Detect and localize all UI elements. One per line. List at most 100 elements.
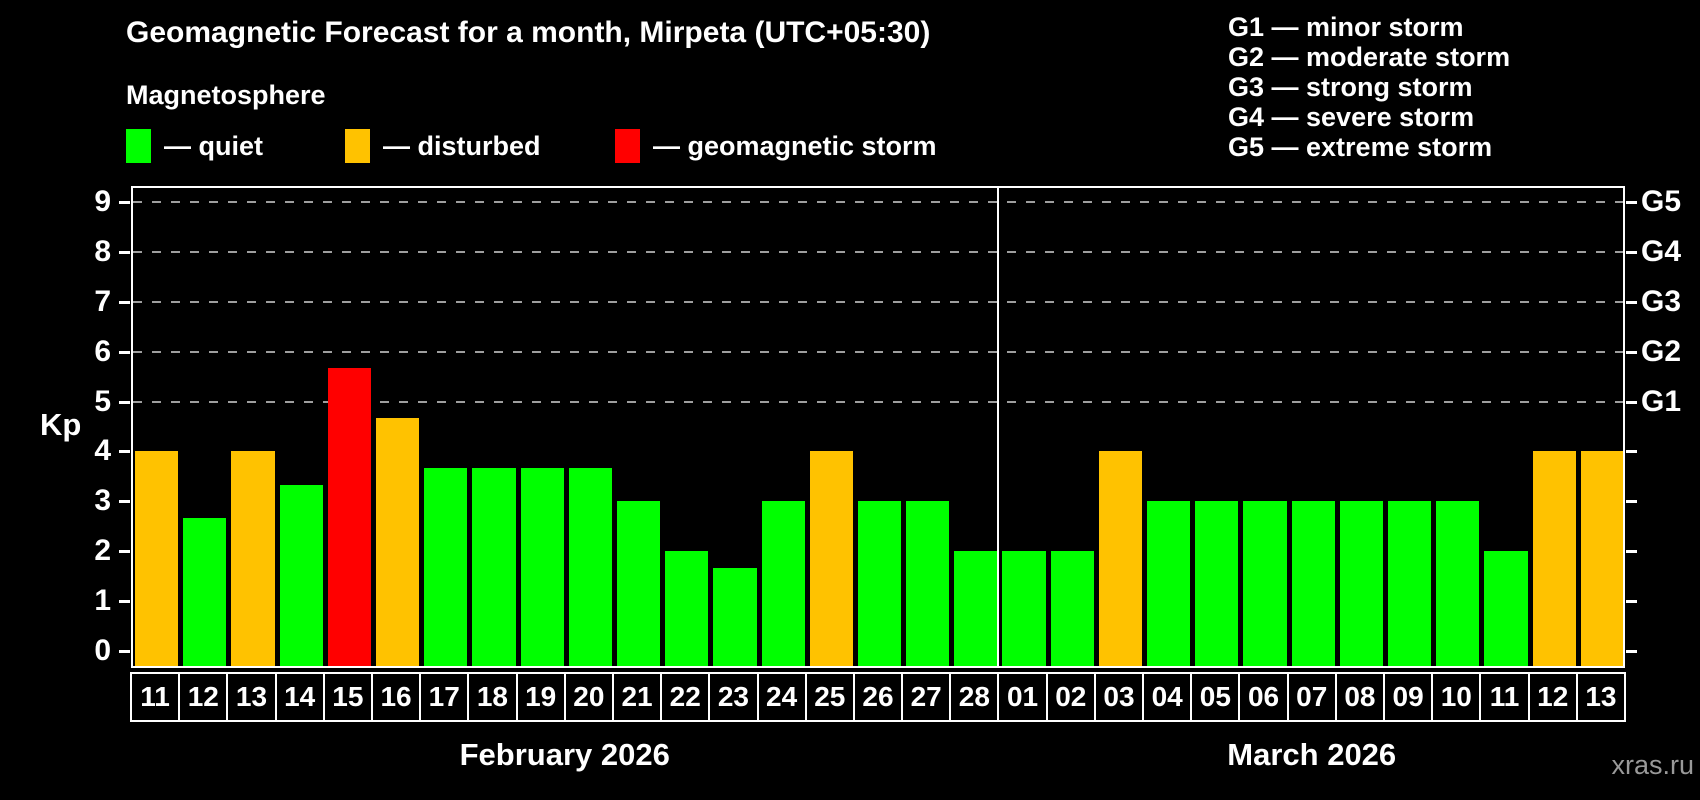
axis-tick-right [1626, 650, 1637, 653]
g-legend-item: G2 — moderate storm [1228, 42, 1511, 72]
day-label: 13 [226, 672, 277, 722]
month-label-march: March 2026 [1227, 737, 1397, 772]
kp-bar [1050, 551, 1094, 666]
day-label: 12 [178, 672, 229, 722]
g-level-label: G1 [1641, 384, 1682, 418]
g-legend-item: G4 — severe storm [1228, 102, 1475, 132]
axis-tick-left [119, 250, 130, 254]
axis-tick-left [119, 201, 130, 204]
kp-bar [1580, 451, 1623, 666]
day-label: 19 [515, 672, 566, 722]
day-label: 05 [1190, 672, 1241, 722]
day-label: 18 [467, 672, 518, 722]
axis-tick-left [119, 500, 130, 504]
kp-bar [857, 501, 902, 666]
kp-bar [472, 467, 516, 666]
kp-bar [954, 551, 998, 666]
axis-tick-left [119, 450, 130, 454]
day-label: 14 [274, 672, 325, 722]
magnetosphere-label: Magnetosphere [126, 80, 326, 110]
kp-bar [1098, 451, 1143, 666]
day-label: 28 [949, 672, 1000, 722]
kp-bar [375, 418, 420, 666]
kp-bar [1291, 501, 1335, 666]
legend-item-label: — geomagnetic storm [653, 130, 937, 161]
legend-swatch-disturbed [345, 129, 370, 163]
day-label: 06 [1238, 672, 1289, 722]
kp-bar [231, 451, 275, 666]
day-label: 16 [370, 672, 422, 722]
y-tick-label: 0 [94, 634, 111, 667]
day-label: 20 [563, 672, 614, 722]
day-label: 13 [1575, 672, 1626, 722]
day-label: 24 [756, 672, 807, 722]
g-scale-legend: G1 — minor storm G2 — moderate storm G3 — … [1228, 12, 1510, 162]
kp-bar [424, 467, 468, 666]
grid-line [133, 201, 1623, 203]
legend-item-label: — quiet [164, 130, 263, 161]
kp-bar [1484, 551, 1528, 666]
axis-tick-right [1626, 300, 1637, 304]
g-level-label: G3 [1641, 284, 1682, 318]
day-label: 01 [997, 672, 1048, 722]
axis-tick-left [119, 350, 130, 354]
day-label: 02 [1045, 672, 1096, 722]
day-label: 07 [1286, 672, 1337, 722]
legend-item: — disturbed [345, 128, 541, 164]
axis-tick-right [1626, 450, 1637, 454]
kp-bar [761, 501, 805, 666]
watermark: xras.ru [1611, 750, 1694, 780]
legend-item-label: — disturbed [383, 130, 541, 161]
axis-tick-left [119, 600, 130, 604]
axis-tick-right [1626, 500, 1637, 504]
kp-bar [568, 467, 612, 666]
day-label: 26 [852, 672, 904, 722]
day-label: 17 [419, 672, 470, 722]
axis-tick-left [119, 550, 130, 554]
y-tick-label: 8 [94, 234, 111, 268]
kp-bar [1532, 451, 1576, 666]
kp-bar [1243, 501, 1287, 666]
kp-bar [616, 501, 661, 666]
axis-tick-right [1626, 250, 1637, 254]
month-divider-line [997, 188, 1000, 666]
grid-line [133, 250, 1623, 253]
kp-bar [135, 451, 179, 666]
g-level-label: G2 [1641, 334, 1682, 368]
status-legend: — quiet — disturbed — geomagnetic storm [0, 128, 1700, 168]
kp-bar [520, 467, 564, 666]
day-label: 08 [1334, 672, 1386, 722]
y-tick-label: 9 [94, 185, 111, 218]
kp-bar [1339, 501, 1384, 666]
kp-bar [665, 551, 709, 666]
g-level-label: G5 [1641, 185, 1682, 218]
legend-swatch-storm [615, 129, 640, 163]
g-legend-item: G3 — strong storm [1228, 72, 1473, 102]
plot-area [131, 186, 1625, 668]
day-label: 09 [1383, 672, 1434, 722]
day-label: 15 [322, 672, 373, 722]
day-label: 11 [130, 672, 181, 722]
day-label: 03 [1093, 672, 1145, 722]
grid-line [133, 300, 1623, 303]
day-label: 25 [804, 672, 855, 722]
y-tick-label: 1 [94, 584, 111, 618]
legend-item: — quiet [126, 128, 263, 164]
page-title: Geomagnetic Forecast for a month, Mirpet… [126, 16, 931, 49]
axis-tick-right [1626, 400, 1637, 404]
kp-bar [1436, 501, 1480, 666]
grid-line [133, 400, 1623, 403]
axis-tick-right [1626, 550, 1637, 554]
y-tick-label: 7 [94, 284, 111, 318]
axis-tick-right [1626, 600, 1637, 604]
y-tick-label: 3 [94, 484, 111, 518]
legend-swatch-quiet [126, 129, 151, 163]
g-level-label: G4 [1641, 234, 1682, 268]
day-label: 12 [1527, 672, 1578, 722]
axis-tick-left [119, 300, 130, 304]
day-label: 22 [660, 672, 711, 722]
day-label: 04 [1142, 672, 1193, 722]
kp-bar [1002, 551, 1046, 666]
axis-tick-right [1626, 350, 1637, 354]
